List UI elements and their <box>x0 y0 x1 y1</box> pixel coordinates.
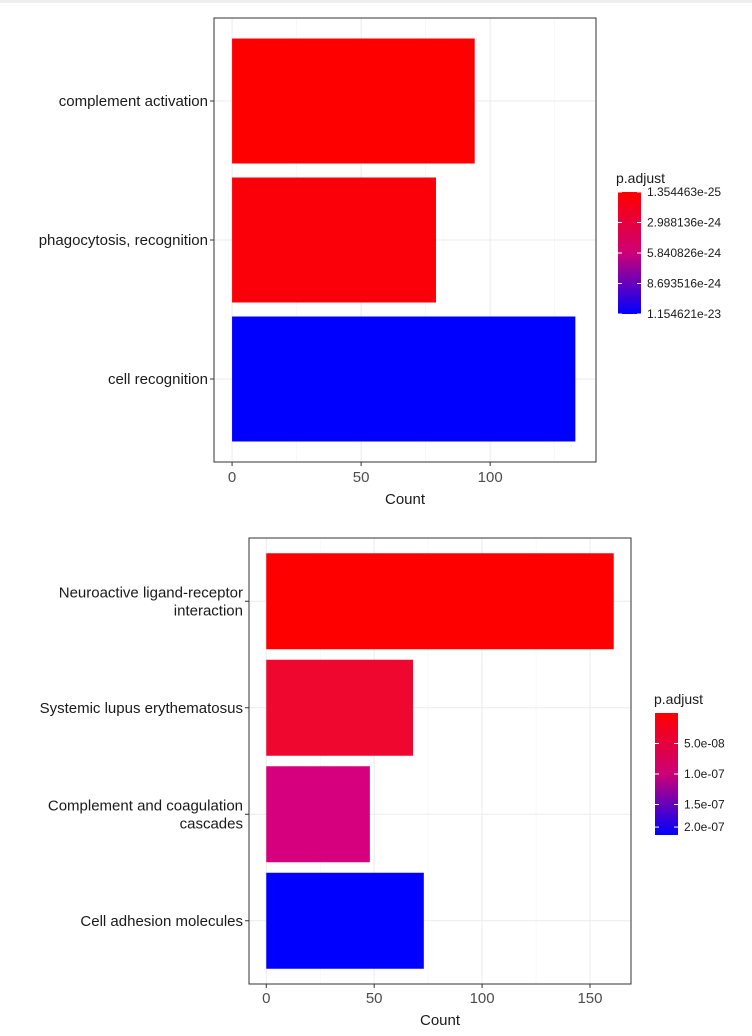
legend-label: 1.154621e-23 <box>647 307 721 321</box>
x-tick-label: 50 <box>366 990 383 1007</box>
x-tick-label: 0 <box>228 469 236 486</box>
category-label-line: Cell adhesion molecules <box>80 913 243 930</box>
legend: p.adjust 5.0e-08 1.0e-07 1.5e-07 2.0e-07 <box>654 691 725 835</box>
category-label-line: cell recognition <box>108 371 208 388</box>
category-label: Complement and coagulation cascades <box>48 797 243 832</box>
bar <box>266 872 424 969</box>
category-label-line: complement activation <box>59 93 208 110</box>
legend-label: 8.693516e-24 <box>647 277 721 291</box>
category-label: complement activation <box>59 93 208 110</box>
bar <box>266 766 370 863</box>
plot-area: complement activation phagocytosis, recog… <box>39 17 597 508</box>
category-label-line: Neuroactive ligand-receptor <box>59 584 243 601</box>
category-label: phagocytosis, recognition <box>39 232 208 249</box>
chart-2: Neuroactive ligand-receptor interaction Sy… <box>40 537 725 1029</box>
panel-border <box>248 537 632 985</box>
plot-area: Neuroactive ligand-receptor interaction Sy… <box>40 537 632 1029</box>
legend-title: p.adjust <box>654 691 703 707</box>
chart-1: complement activation phagocytosis, recog… <box>39 17 721 508</box>
x-axis-title: Count <box>385 491 426 508</box>
category-label: Cell adhesion molecules <box>80 913 243 930</box>
category-label: Systemic lupus erythematosus <box>40 700 243 717</box>
category-label-line: interaction <box>174 602 243 619</box>
bar <box>266 553 614 650</box>
legend-label: 1.5e-07 <box>684 798 725 812</box>
category-label-line: cascades <box>180 815 243 832</box>
bar <box>232 38 475 164</box>
legend-label: 5.0e-08 <box>684 737 725 751</box>
legend-label: 2.988136e-24 <box>647 216 721 230</box>
legend-label: 2.0e-07 <box>684 820 725 834</box>
category-label: Neuroactive ligand-receptor interaction <box>59 584 243 619</box>
legend-colorbar <box>655 713 678 835</box>
category-label: cell recognition <box>108 371 208 388</box>
bar <box>266 659 414 756</box>
x-tick-label: 150 <box>577 990 602 1007</box>
legend-label: 1.0e-07 <box>684 767 725 781</box>
legend-colorbar <box>618 192 641 314</box>
legend-label: 5.840826e-24 <box>647 246 721 260</box>
bar <box>232 316 576 442</box>
x-tick-label: 50 <box>353 469 370 486</box>
x-tick-label: 0 <box>262 990 270 1007</box>
top-strip <box>0 0 752 3</box>
x-axis-title: Count <box>420 1012 461 1029</box>
x-tick-label: 100 <box>478 469 503 486</box>
category-label-line: Systemic lupus erythematosus <box>40 700 243 717</box>
bar <box>232 177 436 303</box>
legend-title: p.adjust <box>616 170 665 186</box>
category-label-line: Complement and coagulation <box>48 797 243 814</box>
x-tick-label: 100 <box>470 990 495 1007</box>
legend-label: 1.354463e-25 <box>647 185 721 199</box>
category-label-line: phagocytosis, recognition <box>39 232 208 249</box>
